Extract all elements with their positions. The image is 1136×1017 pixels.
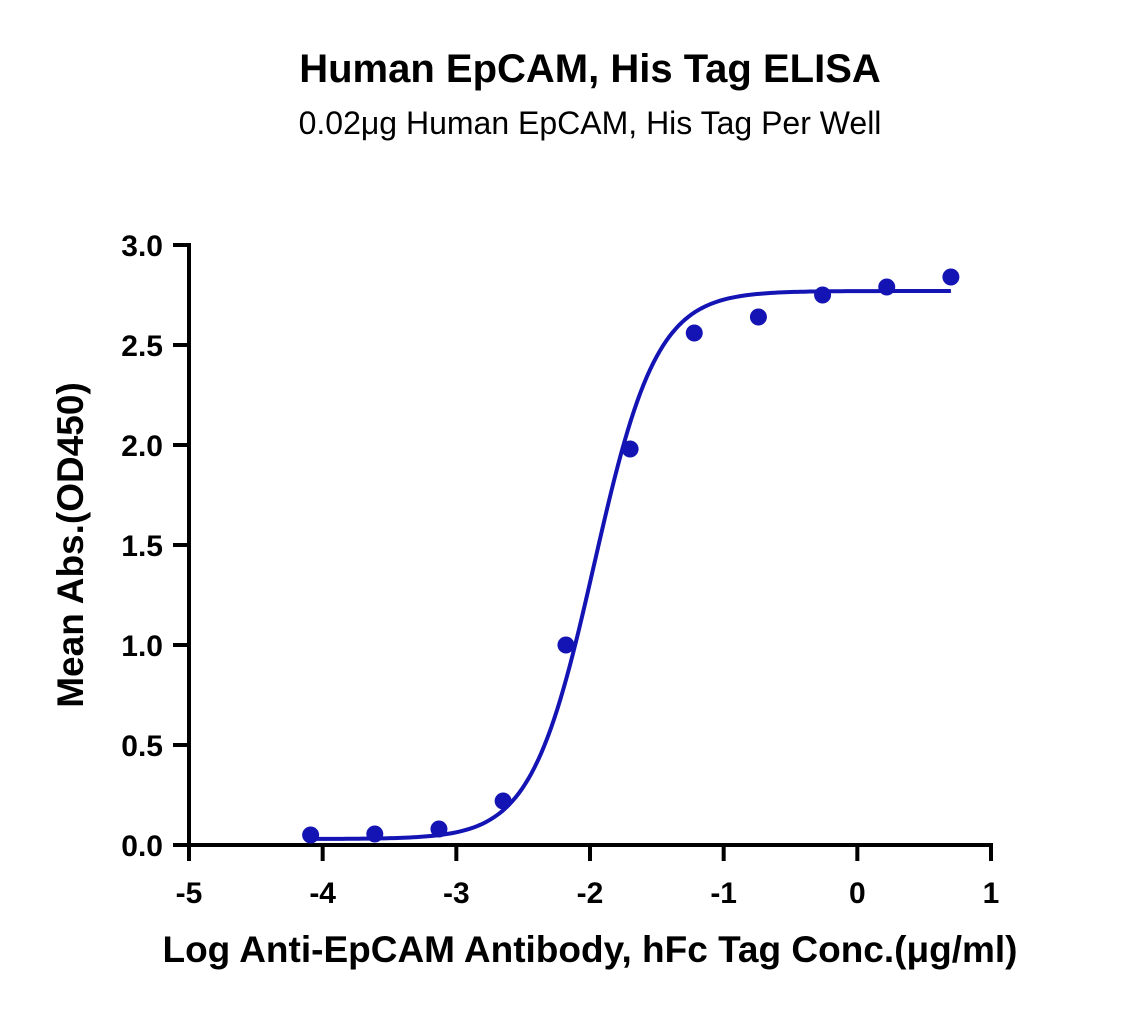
y-axis-label: Mean Abs.(OD450): [50, 382, 91, 708]
chart-subtitle: 0.02μg Human EpCAM, His Tag Per Well: [299, 105, 882, 141]
y-axis: 0.0 0.5 1.0 1.5 2.0 2.5 3.0: [121, 230, 191, 863]
y-tick-label: 0.5: [121, 730, 163, 763]
y-tick-label: 0.0: [121, 830, 163, 863]
x-tick-label: 1: [983, 877, 1000, 910]
y-tick-label: 3.0: [121, 230, 163, 263]
y-tick-label: 2.0: [121, 430, 163, 463]
data-point: [494, 792, 512, 810]
data-points: [302, 268, 960, 844]
data-point: [878, 278, 896, 296]
x-tick-label: -2: [577, 877, 604, 910]
fit-curve: [310, 289, 951, 841]
x-tick-label: 0: [849, 877, 866, 910]
data-point: [302, 826, 320, 844]
data-point: [685, 324, 703, 342]
y-tick-label: 1.0: [121, 630, 163, 663]
x-tick-label: -3: [443, 877, 470, 910]
data-point: [942, 268, 960, 286]
data-point: [557, 636, 575, 654]
y-tick-label: 1.5: [121, 530, 163, 563]
data-point: [749, 308, 767, 326]
plot-area: 0.0 0.5 1.0 1.5 2.0 2.5 3.0 -5 -4 -3 -2 -1 0 1: [121, 230, 999, 910]
data-point: [366, 825, 384, 843]
x-tick-label: -4: [309, 877, 336, 910]
data-point: [814, 286, 832, 304]
x-tick-label: -5: [176, 877, 203, 910]
x-axis: -5 -4 -3 -2 -1 0 1: [176, 843, 1000, 910]
data-point: [430, 820, 448, 838]
chart-title: Human EpCAM, His Tag ELISA: [299, 47, 881, 91]
x-axis-label: Log Anti-EpCAM Antibody, hFc Tag Conc.(μ…: [162, 929, 1017, 970]
data-point: [621, 440, 639, 458]
y-tick-label: 2.5: [121, 330, 163, 363]
x-tick-label: -1: [710, 877, 737, 910]
